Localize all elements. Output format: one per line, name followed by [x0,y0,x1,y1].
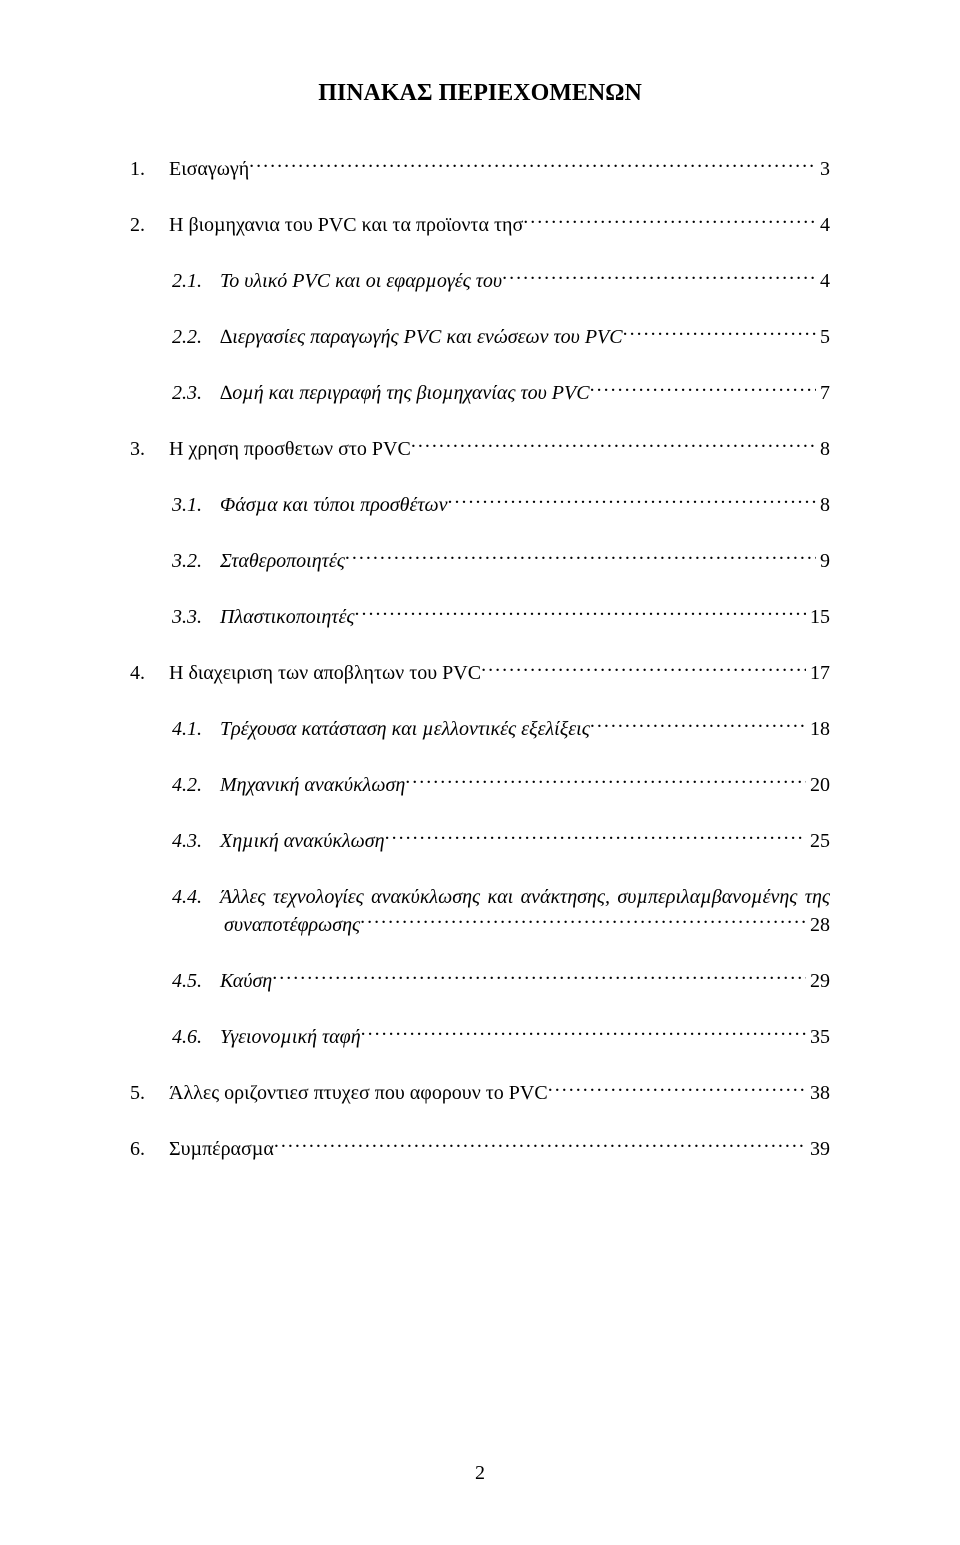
toc-page: 8 [816,491,830,519]
toc-page: 4 [816,211,830,239]
toc-body: 1. Εισαγωγή 3 2. Η βιοµηχανια του PVC και τα… [130,155,830,1163]
toc-label: Άλλες τεχνολογίες ανακύκλωσης και ανάκτη… [220,883,830,911]
toc-label: ∆οµή και περιγραφή της βιοµηχανίας του P… [220,379,590,407]
dot-leader [523,211,816,231]
toc-page: 7 [816,379,830,407]
toc-label-cont: συναποτέφρωσης [224,911,360,939]
toc-number: 4.2. [172,771,202,799]
toc-label: Πλαστικοποιητές [220,603,354,631]
toc-number: 2.2. [172,323,202,351]
toc-label: Εισαγωγή [169,155,249,183]
toc-label: Συµπέρασµα [169,1135,274,1163]
toc-label: Η βιοµηχανια του PVC και τα προϊοντα τησ [169,211,523,239]
toc-page: 29 [806,967,830,995]
toc-page: 3 [816,155,830,183]
dot-leader [590,379,816,399]
dot-leader [502,267,816,287]
toc-label: Η χρηση προσθετων στο PVC [169,435,411,463]
toc-number: 4.5. [172,967,202,995]
toc-entry: 2.1. Το υλικό PVC και οι εφαρµογές του 4 [172,267,830,295]
toc-page: 25 [806,827,830,855]
toc-entry: 4.4. Άλλες τεχνολογίες ανακύκλωσης και αν… [172,883,830,939]
toc-page: 20 [806,771,830,799]
toc-entry: 2. Η βιοµηχανια του PVC και τα προϊοντα τ… [130,211,830,239]
toc-entry: 2.3. ∆οµή και περιγραφή της βιοµηχανίας τ… [172,379,830,407]
toc-number: 4.6. [172,1023,202,1051]
toc-label: Υγειονοµική ταφή [220,1023,361,1051]
toc-label: ∆ιεργασίες παραγωγής PVC και ενώσεων του… [220,323,623,351]
dot-leader [360,911,806,931]
toc-entry: 4.6. Υγειονοµική ταφή 35 [172,1023,830,1051]
toc-number: 2.3. [172,379,202,407]
toc-entry: 6. Συµπέρασµα 39 [130,1135,830,1163]
dot-leader [623,323,816,343]
toc-number: 4. [130,659,145,687]
toc-number: 3.1. [172,491,202,519]
dot-leader [385,827,806,847]
dot-leader [354,603,806,623]
toc-entry: 3.1. Φάσµα και τύποι προσθέτων 8 [172,491,830,519]
toc-entry: 4. Η διαχειριση των αποβλητων του PVC 17 [130,659,830,687]
toc-label: Σταθεροποιητές [220,547,345,575]
toc-number: 3.2. [172,547,202,575]
toc-number: 3.3. [172,603,202,631]
toc-label: Η διαχειριση των αποβλητων του PVC [169,659,481,687]
toc-page: 35 [806,1023,830,1051]
toc-page: 4 [816,267,830,295]
dot-leader [272,967,806,987]
toc-number: 2. [130,211,145,239]
toc-number: 2.1. [172,267,202,295]
toc-title: ΠΙΝΑΚΑΣ ΠΕΡΙΕΧΟΜΕΝΩΝ [130,80,830,107]
toc-entry: 4.1. Τρέχουσα κατάσταση και µελλοντικές ε… [172,715,830,743]
toc-label: Άλλες οριζοντιεσ πτυχεσ που αφορουν το P… [169,1079,548,1107]
toc-number: 4.1. [172,715,202,743]
toc-page: 5 [816,323,830,351]
dot-leader [448,491,816,511]
toc-entry: 3. Η χρηση προσθετων στο PVC 8 [130,435,830,463]
dot-leader [249,155,816,175]
toc-page: 17 [806,659,830,687]
toc-label: Χηµική ανακύκλωση [220,827,385,855]
toc-number: 4.4. [172,883,202,911]
toc-label: Φάσµα και τύποι προσθέτων [220,491,448,519]
toc-entry: 3.2. Σταθεροποιητές 9 [172,547,830,575]
toc-label: Τρέχουσα κατάσταση και µελλοντικές εξελί… [220,715,590,743]
toc-entry: 2.2. ∆ιεργασίες παραγωγής PVC και ενώσεων… [172,323,830,351]
toc-page: 18 [806,715,830,743]
dot-leader [590,715,806,735]
toc-number: 4.3. [172,827,202,855]
toc-entry: 5. Άλλες οριζοντιεσ πτυχεσ που αφορουν το… [130,1079,830,1107]
toc-entry: 4.2. Μηχανική ανακύκλωση 20 [172,771,830,799]
toc-page: 38 [806,1079,830,1107]
toc-page: 8 [816,435,830,463]
toc-page: 28 [806,911,830,939]
toc-number: 3. [130,435,145,463]
toc-entry: 3.3. Πλαστικοποιητές 15 [172,603,830,631]
toc-entry: 4.5. Καύση 29 [172,967,830,995]
toc-page: 9 [816,547,830,575]
toc-number: 5. [130,1079,145,1107]
dot-leader [405,771,806,791]
toc-number: 6. [130,1135,145,1163]
toc-entry: 4.3. Χηµική ανακύκλωση 25 [172,827,830,855]
dot-leader [481,659,806,679]
dot-leader [548,1079,806,1099]
dot-leader [411,435,816,455]
toc-number: 1. [130,155,145,183]
toc-page: 39 [806,1135,830,1163]
page: ΠΙΝΑΚΑΣ ΠΕΡΙΕΧΟΜΕΝΩΝ 1. Εισαγωγή 3 2. Η βιοµ… [0,0,960,1545]
toc-label: Μηχανική ανακύκλωση [220,771,405,799]
toc-entry: 1. Εισαγωγή 3 [130,155,830,183]
dot-leader [274,1135,806,1155]
dot-leader [361,1023,806,1043]
toc-label: Το υλικό PVC και οι εφαρµογές του [220,267,502,295]
page-number: 2 [0,1462,960,1485]
dot-leader [345,547,816,567]
toc-label: Καύση [220,967,272,995]
toc-page: 15 [806,603,830,631]
